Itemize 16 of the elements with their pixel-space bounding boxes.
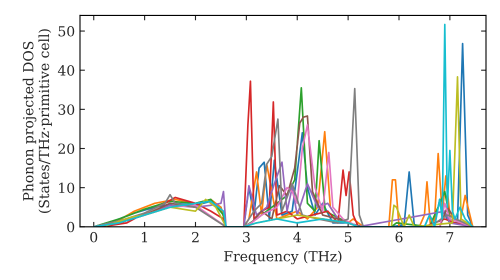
- y-tick-label: 10: [59, 182, 74, 194]
- x-tick-label: 7: [446, 232, 454, 242]
- x-tick-label: 0: [90, 232, 98, 242]
- x-tick-label: 6: [396, 232, 403, 242]
- y-tick-label: 20: [58, 143, 74, 154]
- y-tick-label: 30: [58, 104, 74, 115]
- x-tick-label: 4: [293, 232, 301, 242]
- x-tick-label: 2: [192, 232, 199, 242]
- x-axis-title: Frequency (THz): [224, 250, 342, 264]
- y-axis-title: Phonon projected DOS (States/THz·primitive cell): [22, 29, 52, 213]
- x-tick-label: 5: [344, 232, 352, 242]
- y-tick-label: 0: [67, 222, 74, 232]
- x-tick-label: 1: [142, 232, 148, 242]
- x-tick-label: 3: [243, 232, 250, 242]
- y-tick-label: 40: [58, 65, 74, 76]
- y-tick-label: 50: [58, 26, 74, 37]
